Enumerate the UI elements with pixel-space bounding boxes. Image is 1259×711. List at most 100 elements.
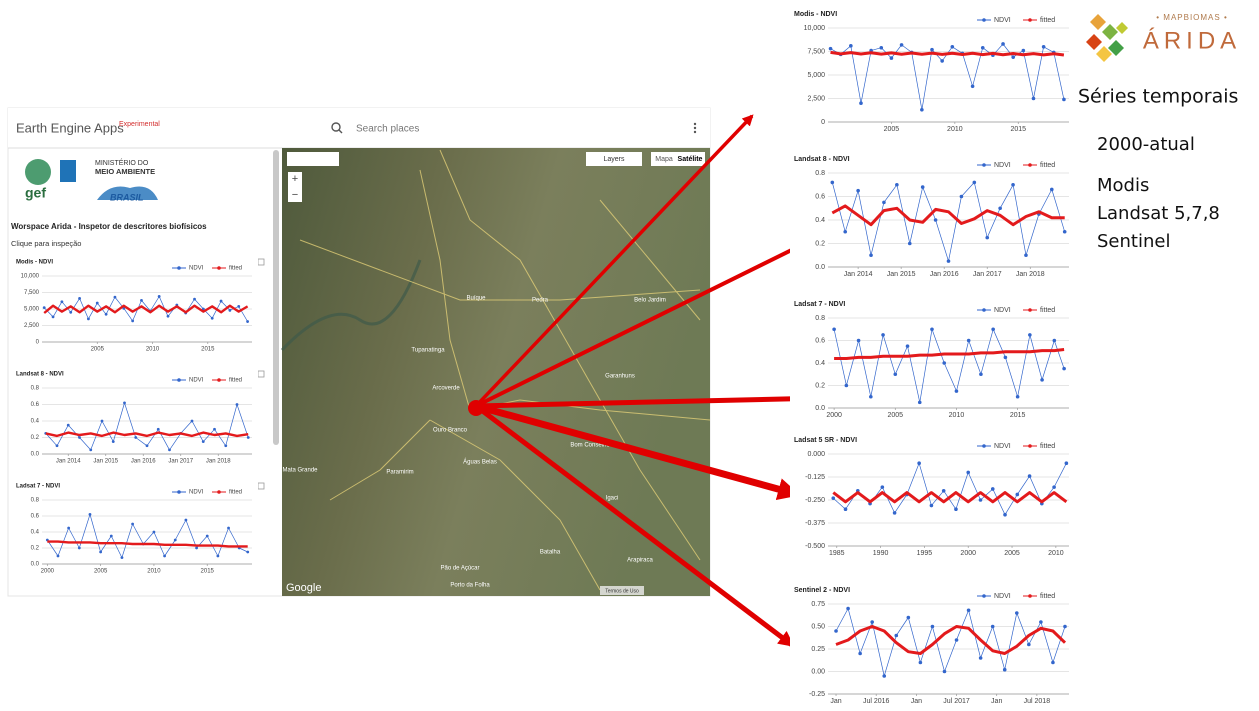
zoom-out[interactable]: − <box>292 189 298 201</box>
data-point <box>1024 253 1028 258</box>
data-point <box>1062 366 1066 371</box>
legend-swatch <box>1028 594 1032 598</box>
x-tick-label: Jan 2015 <box>93 459 118 465</box>
place-label: Bom Conselho <box>570 443 610 449</box>
series-line <box>833 328 1065 403</box>
satellite-button[interactable]: Satélite <box>678 156 703 163</box>
y-tick-label: 0.6 <box>31 514 40 520</box>
data-point <box>193 297 196 301</box>
data-point <box>880 485 885 489</box>
y-tick-label: 0.2 <box>815 240 825 247</box>
arrow <box>475 390 830 409</box>
data-point <box>849 44 853 48</box>
y-tick-label: 0.2 <box>31 435 40 441</box>
x-tick-label: Jan 2017 <box>973 271 1002 278</box>
series-line <box>835 625 1067 655</box>
x-tick-label: 2000 <box>960 550 976 557</box>
place-label: Mata Grande <box>282 468 318 474</box>
y-tick-label: 0.0 <box>815 264 825 271</box>
x-tick-label: 2005 <box>884 126 900 133</box>
data-point <box>905 344 910 348</box>
map-type-control[interactable] <box>651 152 705 166</box>
data-point <box>1027 474 1032 478</box>
data-point <box>906 615 911 620</box>
data-point <box>56 554 60 558</box>
zoom-in[interactable]: + <box>292 173 298 185</box>
data-point <box>946 259 951 263</box>
series-line <box>834 348 1065 360</box>
x-tick-label: 2015 <box>201 569 215 575</box>
chart-background <box>12 368 258 468</box>
search-input[interactable]: Search places <box>356 124 419 135</box>
data-point <box>1031 96 1036 101</box>
data-point <box>213 427 216 431</box>
data-point <box>1003 355 1008 360</box>
map[interactable] <box>282 148 710 596</box>
x-tick-label: 1990 <box>873 550 889 557</box>
x-tick-label: Jan 2014 <box>844 271 873 278</box>
place-label: Garanhuns <box>605 374 635 380</box>
x-tick-label: 2015 <box>1010 412 1026 419</box>
data-point <box>843 507 848 512</box>
data-point <box>870 620 874 624</box>
data-point <box>156 427 160 431</box>
brasil-flag <box>97 186 158 200</box>
search-icon[interactable] <box>331 122 341 132</box>
y-tick-label: -0.250 <box>805 497 825 504</box>
chart: Landsat 8 - NDVI 0.0 0.2 0.4 0.6 0.8 Jan 2014 J… <box>12 368 258 468</box>
data-point <box>69 310 73 314</box>
data-point <box>109 534 113 538</box>
brasil-logo: BRASIL <box>110 192 144 202</box>
data-point <box>113 295 117 299</box>
x-tick-label: 2010 <box>1048 550 1064 557</box>
x-tick-label: Jan 2018 <box>206 459 231 465</box>
data-point <box>980 45 985 50</box>
data-point <box>954 389 959 393</box>
chart-title: Landsat 8 - NDVI <box>794 156 850 163</box>
menu-button[interactable] <box>693 122 697 134</box>
x-tick-label: Jan 2018 <box>1016 271 1045 278</box>
data-point <box>889 56 894 60</box>
terms-link[interactable]: Termos de Uso <box>605 588 639 594</box>
place-label: Batalha <box>540 550 561 556</box>
legend-label: fitted <box>229 266 242 272</box>
data-point <box>1040 378 1044 382</box>
data-point <box>940 59 944 63</box>
data-point <box>224 444 228 448</box>
legend-swatch <box>177 490 181 494</box>
data-point <box>831 496 836 500</box>
roads <box>299 149 711 591</box>
series-line <box>832 491 1068 504</box>
legend-label: fitted <box>229 378 242 384</box>
layers-button[interactable] <box>586 152 642 166</box>
data-point <box>991 327 995 332</box>
scrollbar[interactable] <box>273 150 279 445</box>
data-point <box>228 308 232 312</box>
data-point <box>163 554 166 558</box>
data-point <box>145 444 149 448</box>
y-tick-label: 0.0 <box>31 452 40 458</box>
chart-title: Ladsat 7 - NDVI <box>794 301 845 308</box>
data-point <box>1002 667 1007 672</box>
drawing-tools[interactable] <box>287 152 339 166</box>
data-point <box>1001 42 1005 46</box>
data-point <box>998 206 1002 211</box>
data-point <box>1049 187 1054 192</box>
legend-label: fitted <box>1040 443 1055 450</box>
data-point <box>1062 229 1067 234</box>
data-point <box>95 301 99 305</box>
notes-sensor: Sentinel <box>1097 231 1170 252</box>
data-point <box>1062 97 1066 102</box>
data-point <box>1051 660 1055 665</box>
terms-box <box>600 586 644 595</box>
data-point <box>99 550 103 554</box>
data-point <box>88 513 92 516</box>
arrows <box>474 114 830 647</box>
undp-logo <box>60 160 76 182</box>
data-point <box>832 327 836 332</box>
map-button[interactable]: Mapa <box>655 156 673 163</box>
data-point <box>1011 182 1015 187</box>
chart-title: Ladsat 5 SR - NDVI <box>794 437 857 444</box>
data-point <box>77 546 81 550</box>
y-tick-label: 5,000 <box>24 307 40 313</box>
